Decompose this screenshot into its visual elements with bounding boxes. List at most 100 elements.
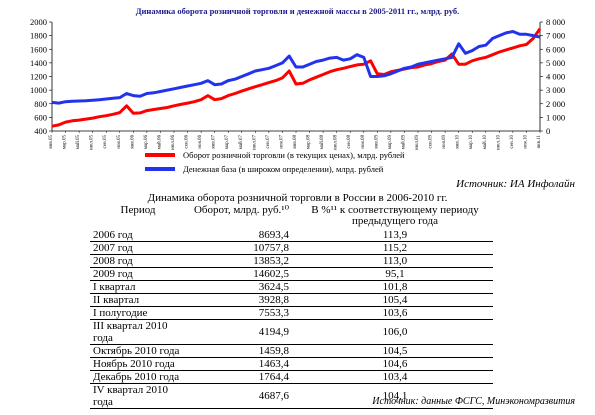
cell-turnover: 3624,5 <box>186 280 297 294</box>
cell-period: I полугодие <box>90 306 186 320</box>
cell-period: 2009 год <box>90 267 186 281</box>
x-tick-label: ноя.06 <box>198 135 203 149</box>
cell-percent: 115,2 <box>297 241 493 255</box>
x-tick-label: май.06 <box>157 135 162 150</box>
legend-item-money: Денежная база (в широком определении), м… <box>145 164 383 174</box>
y-tick-label-right: 1 000 <box>546 112 565 122</box>
header-percent: В %¹¹ к соответствующему периоду предыду… <box>311 204 479 227</box>
x-tick-label: май.07 <box>239 135 244 150</box>
series-line-money-base <box>51 30 541 105</box>
retail-table: Период Оборот, млрд. руб.¹⁰ В %¹¹ к соот… <box>90 205 493 409</box>
legend-label-retail: Оборот розничной торговли (в текущих цен… <box>183 150 405 160</box>
cell-percent: 104,1 <box>297 383 493 409</box>
x-tick-label: мар.05 <box>63 135 68 150</box>
table-title: Динамика оборота розничной торговли в Ро… <box>147 192 448 204</box>
chart-svg: 400 600 800 1000 1200 1400 1600 1800 2000 0 1 000 2… <box>30 17 565 151</box>
header-period: Период <box>120 204 156 216</box>
y-tick-label-right: 3 000 <box>546 85 565 95</box>
x-tick-label: мар.07 <box>225 135 230 150</box>
table-row: 2008 год 13853,2 113,0 <box>90 254 493 268</box>
y-tick-label-left: 2000 <box>30 17 47 27</box>
table-row: II квартал 3928,8 105,4 <box>90 293 493 307</box>
cell-percent: 95,1 <box>297 267 493 281</box>
x-tick-label: сен.10 <box>510 135 515 149</box>
y-tick-label-left: 600 <box>34 112 47 122</box>
x-tick-label: июл.05 <box>90 135 95 151</box>
legend-item-retail: Оборот розничной торговли (в текущих цен… <box>145 150 405 160</box>
y-tick-label-right: 8 000 <box>546 17 565 27</box>
x-tick-label: июл.07 <box>252 135 257 151</box>
cell-period: III квартал 2010 года <box>90 319 186 345</box>
series-line-retail <box>51 27 542 128</box>
x-tick-label: ноя.10 <box>523 135 528 149</box>
y-tick-label-right: 6 000 <box>546 44 565 54</box>
x-tick-label: июл.08 <box>334 135 339 151</box>
y-tick-label-left: 1200 <box>30 72 47 82</box>
cell-turnover: 1459,8 <box>186 344 297 358</box>
cell-period: II квартал <box>90 293 186 307</box>
table-row: I квартал 3624,5 101,8 <box>90 280 493 294</box>
cell-percent: 104,6 <box>297 357 493 371</box>
table-source: Источник: данные ФСГС, Минэкономразвития <box>372 396 575 407</box>
x-tick-label: май.10 <box>483 135 488 150</box>
cell-turnover: 14602,5 <box>186 267 297 281</box>
chart-source: Источник: ИА Инфолайн <box>456 178 575 190</box>
x-tick-label: май.09 <box>401 135 406 150</box>
x-tick-label: ноя.05 <box>117 135 122 149</box>
cell-turnover: 4687,6 <box>186 383 297 409</box>
cell-percent: 113,0 <box>297 254 493 268</box>
x-tick-label: янв.08 <box>293 135 298 149</box>
x-tick-label: янв.10 <box>456 135 461 149</box>
cell-period: IV квартал 2010 года <box>90 383 186 409</box>
x-tick-label: сен.08 <box>347 135 352 149</box>
legend-swatch-money <box>145 167 175 171</box>
x-tick-label: янв.07 <box>212 135 217 149</box>
x-tick-label: сен.09 <box>429 135 434 149</box>
x-tick-label: янв.06 <box>130 135 135 149</box>
chart-title: Динамика оборота розничной торговли и де… <box>135 6 460 16</box>
table-row: IV квартал 2010 года 4687,6 104,1 <box>90 383 493 409</box>
y-tick-label-right: 4 000 <box>546 72 565 82</box>
cell-percent: 103,6 <box>297 306 493 320</box>
y-tick-label-right: 5 000 <box>546 58 565 68</box>
cell-percent: 104,5 <box>297 344 493 358</box>
cell-turnover: 10757,8 <box>186 241 297 255</box>
y-tick-label-right: 7 000 <box>546 31 565 41</box>
legend-swatch-retail <box>145 153 175 157</box>
x-tick-label: сен.06 <box>185 135 190 149</box>
table-row: III квартал 2010 года 4194,9 106,0 <box>90 319 493 345</box>
x-tick-label: июл.09 <box>415 135 420 151</box>
cell-period: Октябрь 2010 года <box>90 344 186 358</box>
cell-period: Ноябрь 2010 года <box>90 357 186 371</box>
cell-turnover: 3928,8 <box>186 293 297 307</box>
chart: Динамика оборота розничной торговли и де… <box>0 0 595 180</box>
x-tick-label: ноя.07 <box>279 135 284 149</box>
table-row: Ноябрь 2010 года 1463,4 104,6 <box>90 357 493 371</box>
table-row: Декабрь 2010 года 1764,4 103,4 <box>90 370 493 384</box>
cell-turnover: 1463,4 <box>186 357 297 371</box>
cell-percent: 101,8 <box>297 280 493 294</box>
y-tick-label-left: 400 <box>34 126 47 136</box>
x-tick-label: сен.05 <box>103 135 108 149</box>
cell-percent: 103,4 <box>297 370 493 384</box>
table-row: 2009 год 14602,5 95,1 <box>90 267 493 281</box>
header-turnover: Оборот, млрд. руб.¹⁰ <box>193 204 290 216</box>
x-tick-label: янв.05 <box>49 135 54 149</box>
table-row: Октябрь 2010 года 1459,8 104,5 <box>90 344 493 358</box>
x-tick-label: июл.10 <box>496 135 501 151</box>
y-tick-label-left: 800 <box>34 99 47 109</box>
table-header-row: Период Оборот, млрд. руб.¹⁰ В %¹¹ к соот… <box>90 205 493 229</box>
y-tick-label-left: 1600 <box>30 44 47 54</box>
cell-turnover: 1764,4 <box>186 370 297 384</box>
cell-period: 2007 год <box>90 241 186 255</box>
y-tick-label-left: 1800 <box>30 31 47 41</box>
x-tick-label: мар.08 <box>307 135 312 150</box>
cell-period: 2006 год <box>90 229 186 242</box>
cell-turnover: 8693,4 <box>186 229 297 242</box>
cell-period: Декабрь 2010 года <box>90 370 186 384</box>
x-tick-label: ноя.09 <box>442 135 447 149</box>
table-row: 2006 год 8693,4 113,9 <box>90 229 493 242</box>
y-tick-label-left: 1400 <box>30 58 47 68</box>
cell-turnover: 7553,3 <box>186 306 297 320</box>
x-tick-label: мар.10 <box>469 135 474 150</box>
